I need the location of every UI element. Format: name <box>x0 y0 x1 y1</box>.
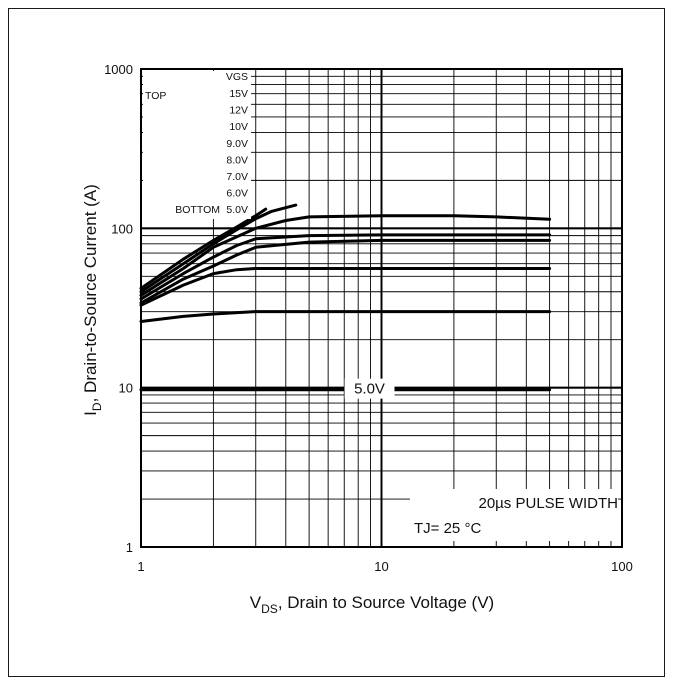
legend-entry: 8.0V <box>226 154 248 166</box>
legend-entry: 6.0V <box>226 188 248 200</box>
pulse-note-background <box>410 489 618 541</box>
pulse-width-note: 20µs PULSE WIDTH <box>478 495 618 512</box>
curve-label-5v: 5.0V <box>354 381 385 398</box>
x-tick-label: 100 <box>611 559 633 574</box>
x-tick-label: 10 <box>374 559 388 574</box>
legend-entry: 10V <box>229 121 248 133</box>
curve-label-background <box>344 378 395 399</box>
junction-temp-note: TJ= 25 °C <box>414 520 481 537</box>
y-tick-label: 10 <box>119 381 133 396</box>
legend-entry: 7.0V <box>226 171 248 183</box>
legend-bottom-label: BOTTOM <box>175 204 220 216</box>
legend-entry: 5.0V <box>226 204 248 216</box>
series-line <box>139 267 552 307</box>
y-axis-label: ID, Drain-to-Source Current (A) <box>81 184 104 416</box>
series-line <box>139 214 552 297</box>
plot-area-frame <box>140 68 623 548</box>
series-line <box>139 310 552 323</box>
legend-entry: 15V <box>229 88 248 100</box>
x-axis-label: VDS, Drain to Source Voltage (V) <box>250 593 494 616</box>
x-tick-label: 1 <box>137 559 144 574</box>
annotations: 5.0V 20µs PULSE WIDTH TJ= 25 °C <box>344 378 618 541</box>
y-tick-label: 1 <box>126 540 133 555</box>
series-line <box>139 203 298 294</box>
legend-background <box>143 71 251 219</box>
y-tick-label: 100 <box>111 221 133 236</box>
series-layer <box>139 203 552 392</box>
legend-entry: 12V <box>229 105 248 117</box>
y-tick-label: 1000 <box>104 62 133 77</box>
legend: VGS TOP 15V 12V 10V 9.0V 8.0V 7.0V 6.0V 5.0V BOTTO… <box>143 71 251 219</box>
figure-frame <box>8 8 665 677</box>
legend-top-label: TOP <box>145 90 166 102</box>
legend-header: VGS <box>226 71 248 83</box>
legend-entry: 9.0V <box>226 138 248 150</box>
series-line <box>139 207 268 290</box>
tick-labels: 1 10 100 1 10 100 1000 <box>104 62 633 574</box>
series-line <box>139 238 552 305</box>
series-line <box>139 233 552 301</box>
